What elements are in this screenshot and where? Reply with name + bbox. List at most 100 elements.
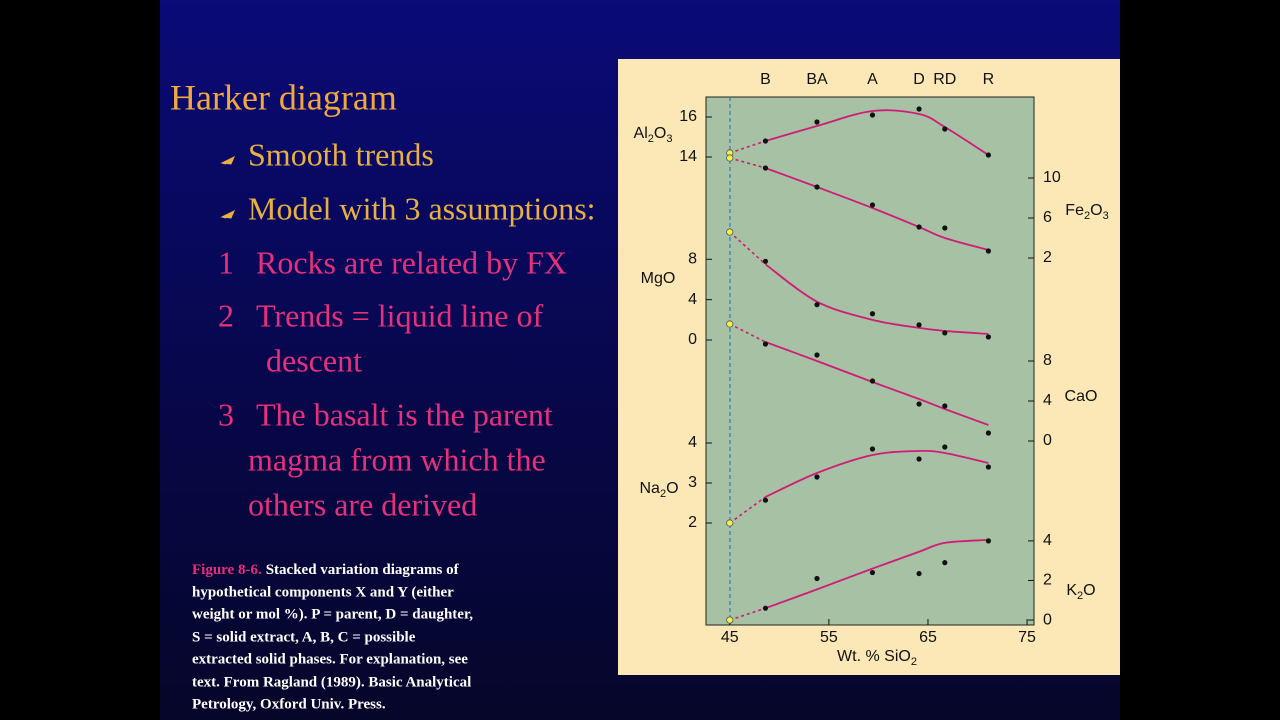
item-number: 3 [218, 396, 234, 432]
y-tick-label: 2 [688, 514, 697, 531]
bullet: Smooth trends [248, 136, 434, 172]
y-tick-label: 6 [1043, 209, 1052, 226]
data-point [814, 302, 820, 308]
y-axis-label: Fe2O3 [1065, 202, 1108, 222]
x-tick-label: 65 [919, 629, 937, 646]
data-point [762, 258, 769, 264]
trend-line [765, 449, 989, 498]
rock-label: BA [806, 71, 828, 88]
data-point [916, 456, 922, 462]
figure: 45 55 65 75 Wt. % SiO2 B BA A D RD R 14 16 Al2O3 2 6 10F… [634, 71, 1109, 668]
data-point [916, 224, 922, 230]
data-point [869, 202, 876, 208]
item-number: 2 [218, 297, 234, 333]
data-point [916, 106, 922, 112]
y-axis-label: Na2O [639, 480, 678, 500]
y-tick-label: 2 [1043, 572, 1052, 589]
x-tick-label: 55 [820, 629, 838, 646]
parent-point [726, 154, 734, 162]
trend-line [765, 341, 989, 426]
data-point [762, 165, 769, 171]
data-point [869, 446, 876, 452]
y-tick-label: 14 [679, 148, 697, 165]
parent-link [729, 157, 766, 169]
data-point [916, 401, 922, 407]
rock-label: A [867, 71, 878, 88]
y-axis-label: MgO [641, 270, 676, 287]
item-text: The basalt is the parent [256, 396, 553, 432]
data-point [869, 378, 876, 384]
y-tick-label: 8 [1043, 352, 1052, 369]
y-tick-label: 8 [688, 250, 697, 267]
item-text: Rocks are related by FX [256, 244, 567, 280]
parent-link [729, 140, 766, 154]
y-tick-label: 0 [688, 331, 697, 348]
y-tick-label: 0 [1043, 611, 1052, 628]
data-point [916, 322, 922, 328]
y-axis-label: Al2O3 [634, 125, 673, 145]
caption-text: weight or mol %). P = parent, D = daught… [192, 606, 473, 622]
y-axis-label: CaO [1065, 388, 1098, 405]
data-point [762, 605, 769, 611]
data-point [942, 444, 948, 450]
data-point [942, 225, 948, 231]
y-tick-label: 4 [1043, 392, 1052, 409]
caption-lead: Figure 8-6. [192, 562, 262, 578]
parent-point [726, 616, 734, 624]
data-point [942, 330, 948, 336]
data-point [942, 560, 948, 566]
parent-link [729, 231, 766, 265]
item-text: others are derived [248, 486, 477, 522]
bullet: Model with 3 assumptions: [248, 190, 596, 226]
data-point [762, 497, 769, 503]
rock-label: D [913, 71, 925, 88]
trend-line [765, 167, 989, 251]
y-tick-label: 4 [1043, 532, 1052, 549]
data-point [814, 119, 820, 125]
data-point [985, 464, 992, 470]
x-tick-label: 75 [1018, 629, 1036, 646]
bullet-icon [220, 209, 235, 219]
y-tick-label: 16 [679, 108, 697, 125]
y-tick-label: 2 [1043, 249, 1052, 266]
x-tick-label: 45 [721, 629, 739, 646]
slide-title: Harker diagram [170, 77, 397, 117]
slide-text: Harker diagram Smooth trends Model with … [170, 77, 596, 712]
parent-point [726, 320, 734, 328]
y-tick-label: 4 [688, 291, 697, 308]
data-point [985, 430, 992, 436]
item-text: magma from which the [248, 441, 546, 477]
caption-text: hypothetical components X and Y (either [192, 584, 454, 600]
item-text: descent [266, 342, 362, 378]
data-point [985, 538, 992, 544]
y-tick-label: 4 [688, 434, 697, 451]
x-axis-label: Wt. % SiO2 [837, 648, 917, 668]
data-point [942, 403, 948, 409]
data-point [762, 138, 769, 144]
data-point [869, 311, 876, 317]
caption-line: Figure 8-6. Stacked variation diagrams of [192, 562, 460, 578]
y-axis-label: K2O [1066, 582, 1095, 602]
parent-link [729, 496, 766, 524]
data-point [985, 152, 992, 158]
parent-point [726, 519, 734, 527]
data-point [916, 570, 922, 577]
data-point [814, 575, 820, 582]
item-number: 1 [218, 244, 234, 280]
caption-text: S = solid extract, A, B, C = possible [192, 629, 416, 645]
trend-line [765, 539, 989, 610]
y-tick-label: 10 [1043, 169, 1061, 186]
data-point [869, 569, 876, 576]
item-text: Trends = liquid line of [256, 297, 543, 333]
plot-area [705, 96, 1035, 626]
caption-text: Petrology, Oxford Univ. Press. [192, 696, 386, 712]
caption-text: extracted solid phases. For explanation,… [192, 651, 468, 667]
data-point [814, 352, 820, 358]
caption-text: Stacked variation diagrams of [266, 562, 460, 578]
y-tick-label: 3 [688, 474, 697, 491]
data-point [985, 248, 992, 254]
parent-link [729, 323, 766, 343]
bullet-icon [220, 155, 235, 165]
